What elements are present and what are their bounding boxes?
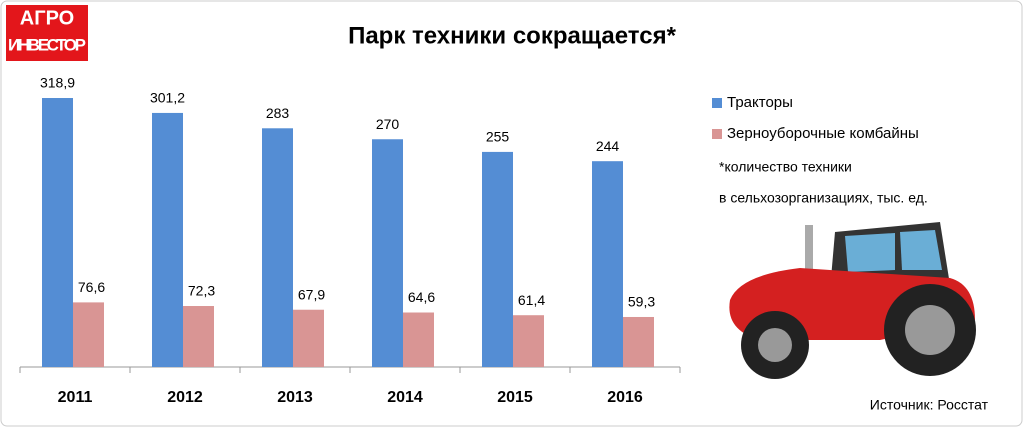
note: в сельхозорганизациях, тыс. ед.	[719, 190, 928, 206]
legend-label: Зерноуборочные комбайны	[727, 125, 919, 142]
bar	[293, 309, 324, 367]
value-label: 76,6	[78, 279, 105, 295]
x-tick-label: 2014	[387, 389, 423, 406]
logo-text: АГРО	[20, 7, 74, 29]
legend-swatch	[712, 98, 722, 108]
bar	[152, 112, 183, 367]
bar	[183, 306, 214, 367]
value-label: 270	[376, 116, 400, 132]
tractor-illustration	[729, 222, 976, 379]
bar	[592, 161, 623, 367]
x-tick-label: 2012	[167, 389, 203, 406]
x-tick-label: 2016	[607, 389, 643, 406]
x-tick-label: 2011	[58, 389, 93, 406]
value-label: 301,2	[150, 90, 185, 106]
chart-title: Парк техники сокращается*	[348, 22, 676, 49]
value-label: 318,9	[40, 75, 75, 91]
bar	[623, 316, 654, 367]
bar	[42, 98, 73, 368]
source: Источник: Росстат	[870, 397, 989, 413]
value-label: 64,6	[408, 289, 435, 305]
x-tick-label: 2015	[497, 389, 533, 406]
note: *количество техники	[719, 159, 852, 175]
bar	[403, 312, 434, 367]
value-label: 255	[486, 129, 510, 145]
value-label: 61,4	[518, 292, 545, 308]
value-label: 244	[596, 138, 620, 154]
value-label: 67,9	[298, 286, 325, 302]
bar	[372, 139, 403, 367]
logo-text: ИНВЕСТОР	[8, 35, 86, 54]
bar	[262, 128, 293, 367]
bar	[73, 302, 104, 367]
value-label: 283	[266, 105, 290, 121]
x-tick-label: 2013	[277, 389, 313, 406]
bar	[513, 315, 544, 367]
value-label: 72,3	[188, 283, 215, 299]
bar	[482, 151, 513, 367]
logo-box	[6, 5, 88, 61]
legend-swatch	[712, 129, 722, 139]
value-label: 59,3	[628, 294, 655, 310]
legend-label: Тракторы	[727, 94, 793, 111]
